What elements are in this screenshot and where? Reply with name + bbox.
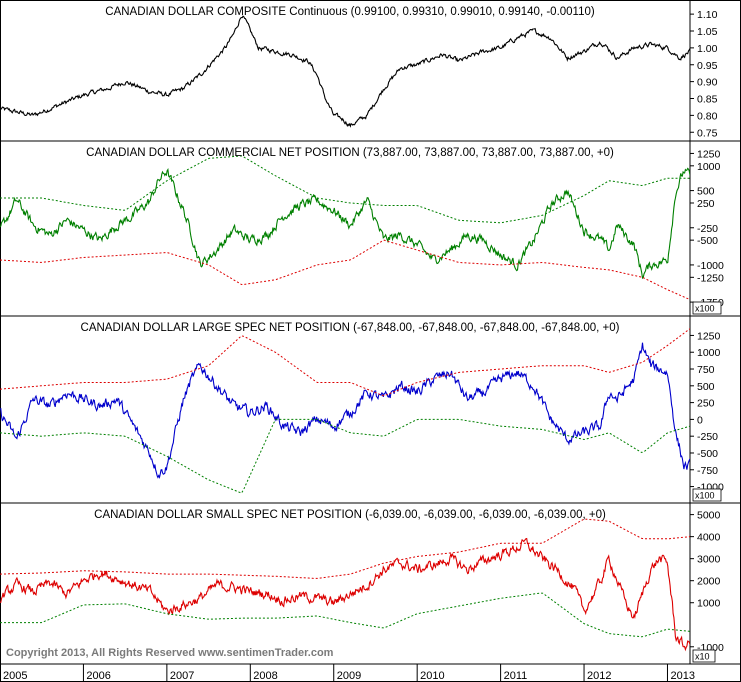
panel-3: 125010007505002500-250-500-750-1000CANAD… — [0, 315, 741, 502]
y-tick-label: 0.90 — [697, 77, 718, 89]
y-tick-label: 1250 — [697, 330, 721, 342]
x-tick-label: 2007 — [170, 670, 194, 682]
y-tick-label: -750 — [697, 465, 718, 477]
band-line-4-2 — [0, 592, 690, 638]
series-line-2 — [0, 167, 690, 279]
y-tick-label: 500 — [697, 381, 715, 393]
y-tick-label: 1250 — [697, 148, 721, 160]
series-line-1 — [0, 15, 690, 128]
x-tick-label: 2005 — [3, 670, 27, 682]
band-line-2-2 — [0, 239, 690, 301]
panel-title: CANADIAN DOLLAR COMPOSITE Continuous (0.… — [105, 6, 595, 18]
y-tick-label: -250 — [697, 431, 718, 443]
panel-2: 12501000500250-250-500-1000-1250-1750CAN… — [0, 140, 741, 315]
y-tick-label: 0.85 — [697, 94, 718, 106]
y-tick-label: -500 — [697, 448, 718, 460]
y-tick-label: 1.00 — [697, 43, 718, 55]
x-tick-label: 2009 — [337, 670, 361, 682]
y-tick-label: 1000 — [697, 347, 721, 359]
y-tick-label: -1250 — [697, 272, 724, 284]
y-tick-label: 500 — [697, 186, 715, 198]
x-tick-label: 2012 — [587, 670, 611, 682]
scale-multiplier-box — [692, 488, 722, 502]
y-tick-label: 0 — [697, 414, 703, 426]
panel-1: 0.75 0.80 0.85 0.90 0.95 1.00 1.05 1.10 CANADIAN… — [0, 6, 718, 139]
y-tick-label: 250 — [697, 198, 715, 210]
y-tick-label: 0.95 — [697, 60, 718, 72]
y-tick-label: 1.05 — [697, 26, 718, 38]
y-tick-label: 5000 — [697, 510, 721, 522]
y-tick-label: 0.80 — [697, 110, 718, 122]
y-tick-label: 2000 — [697, 576, 721, 588]
scale-multiplier-box — [692, 301, 722, 315]
x-tick-label: 2013 — [670, 670, 694, 682]
x-tick-label: 2008 — [253, 670, 277, 682]
panel-title: CANADIAN DOLLAR SMALL SPEC NET POSITION … — [94, 509, 606, 521]
panel-title: CANADIAN DOLLAR LARGE SPEC NET POSITION … — [81, 322, 620, 334]
y-tick-label: 0.75 — [697, 127, 718, 139]
scale-multiplier: x100 — [695, 491, 715, 501]
series-line-4 — [0, 537, 690, 652]
copyright-text: Copyright 2013, All Rights Reserved www.… — [6, 647, 334, 659]
scale-multiplier: x100 — [695, 304, 715, 314]
y-tick-label: 250 — [697, 398, 715, 410]
scale-multiplier: x10 — [695, 652, 710, 662]
series-line-3 — [0, 342, 690, 479]
y-tick-label: 4000 — [697, 532, 721, 544]
y-tick-label: 1000 — [697, 598, 721, 610]
y-tick-label: -500 — [697, 235, 718, 247]
x-tick-label: 2011 — [504, 670, 528, 682]
y-tick-label: 3000 — [697, 554, 721, 566]
y-tick-label: -250 — [697, 223, 718, 235]
y-tick-label: -1000 — [697, 260, 724, 272]
band-line-2-1 — [0, 155, 690, 224]
y-tick-label: 1.10 — [697, 9, 718, 21]
panel-title: CANADIAN DOLLAR COMMERCIAL NET POSITION … — [86, 147, 614, 159]
scale-multiplier-box — [692, 649, 716, 663]
band-line-3-1 — [0, 328, 690, 397]
x-tick-label: 2006 — [86, 670, 110, 682]
x-tick-label: 2010 — [420, 670, 444, 682]
y-tick-label: 1000 — [697, 161, 721, 173]
y-tick-label: 750 — [697, 364, 715, 376]
band-line-4-1 — [0, 518, 690, 579]
